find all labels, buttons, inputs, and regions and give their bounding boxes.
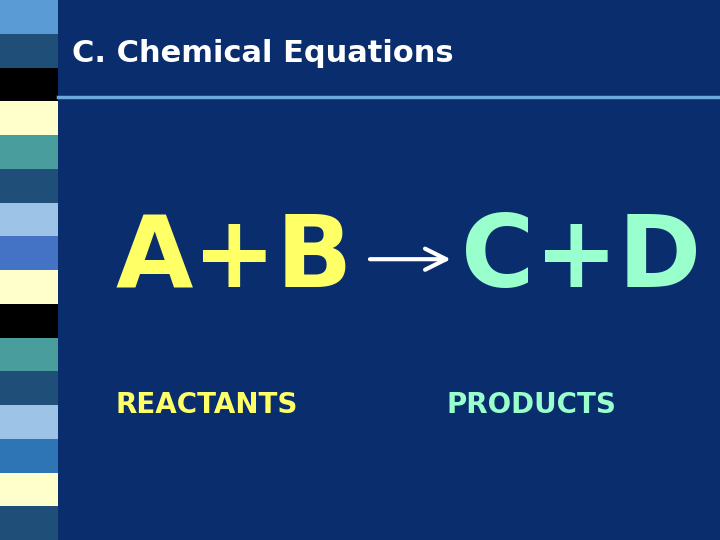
Text: A+B: A+B: [115, 211, 353, 308]
Bar: [0, 168, 58, 202]
Text: REACTANTS: REACTANTS: [115, 391, 297, 419]
Bar: [0, 338, 58, 372]
Bar: [0, 405, 58, 438]
Bar: [0, 372, 58, 405]
Bar: [0, 507, 58, 540]
Bar: [0, 0, 58, 33]
Bar: [0, 237, 58, 270]
Text: PRODUCTS: PRODUCTS: [446, 391, 616, 419]
Bar: [0, 135, 58, 168]
Bar: [0, 270, 58, 303]
Bar: [0, 102, 58, 135]
Text: C. Chemical Equations: C. Chemical Equations: [72, 39, 454, 69]
Bar: [0, 68, 58, 102]
Bar: [0, 202, 58, 237]
Bar: [0, 438, 58, 472]
Bar: [0, 303, 58, 338]
Bar: [0, 472, 58, 507]
Bar: [0, 33, 58, 68]
Text: C+D: C+D: [461, 211, 701, 308]
